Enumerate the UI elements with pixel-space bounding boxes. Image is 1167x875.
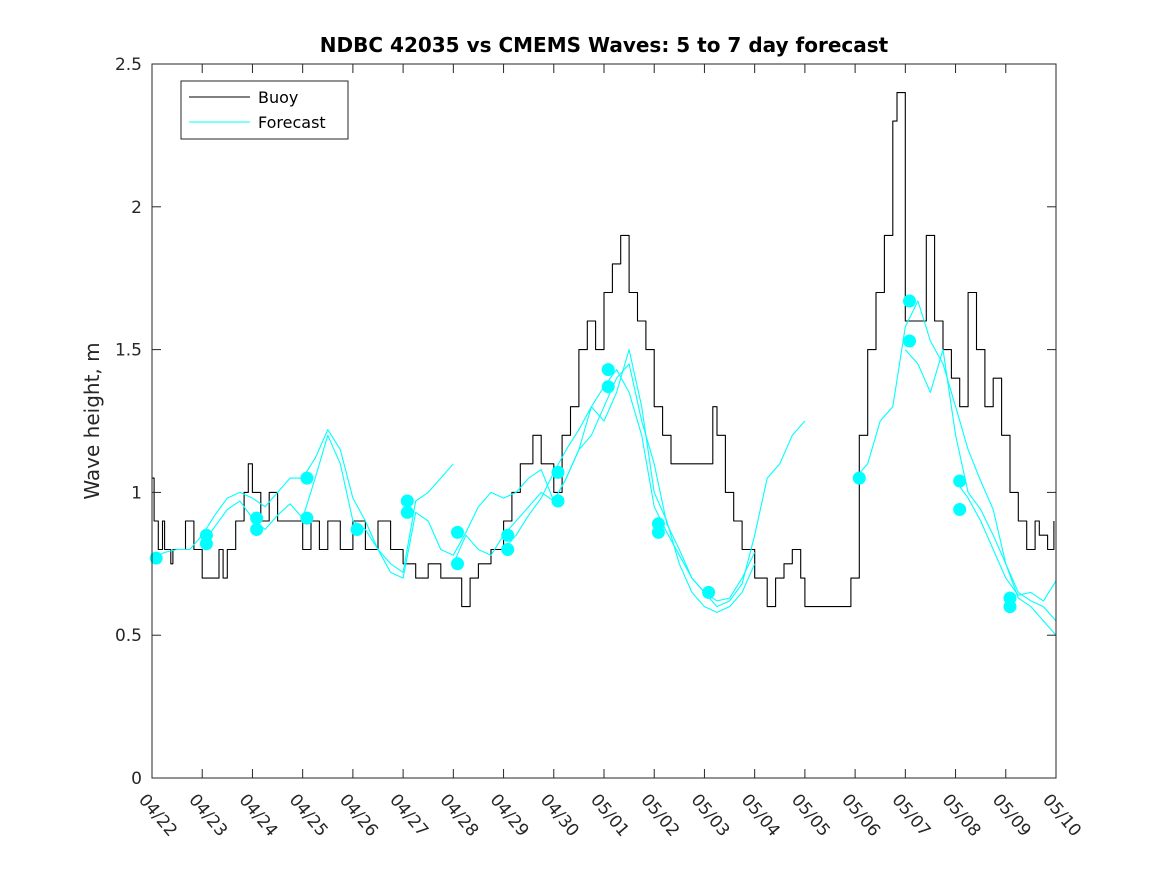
forecast-marker-12 (501, 528, 515, 542)
x-tick-label-5: 04/27 (385, 790, 432, 840)
legend: Buoy Forecast (180, 80, 349, 140)
x-tick-label-6: 04/28 (436, 790, 483, 840)
y-tick-label-5: 2.5 (115, 55, 142, 75)
y-tick-label-4: 2 (131, 198, 142, 218)
x-tick-label-0: 04/22 (134, 790, 181, 840)
x-tick-label-16: 05/08 (938, 790, 985, 840)
forecast-marker-3 (250, 511, 264, 525)
forecast-marker-2 (199, 537, 213, 551)
forecast-marker-25 (953, 503, 967, 516)
x-tick-label-2: 04/24 (235, 790, 282, 840)
x-tick-label-1: 04/23 (184, 790, 231, 840)
forecast-marker-16 (601, 363, 615, 377)
x-tick-label-15: 05/07 (888, 790, 935, 840)
forecast-marker-17 (601, 380, 615, 394)
y-tick-label-1: 0.5 (115, 626, 142, 646)
forecast-marker-9 (400, 505, 414, 519)
x-tick-label-8: 04/30 (536, 790, 583, 840)
marker-layer (149, 294, 1017, 614)
x-tick-label-3: 04/25 (285, 790, 332, 840)
forecast-marker-20 (702, 585, 716, 599)
forecast-marker-0 (149, 551, 163, 565)
y-axis-label: Wave height, m (80, 342, 104, 499)
legend-box (180, 80, 349, 140)
x-tick-label-12: 05/04 (737, 790, 784, 840)
forecast-series-line-6 (904, 349, 1057, 622)
forecast-marker-23 (903, 334, 916, 348)
forecast-marker-19 (651, 525, 665, 539)
forecast-series-line-3 (452, 363, 806, 608)
y-tick-label-2: 1 (131, 483, 142, 503)
forecast-marker-6 (300, 511, 314, 525)
buoy-series-line (152, 92, 1055, 608)
forecast-marker-7 (350, 523, 364, 536)
y-tick-label-0: 0 (131, 769, 142, 789)
x-tick-label-4: 04/26 (335, 790, 382, 840)
x-tick-label-9: 05/01 (586, 790, 633, 840)
forecast-marker-14 (551, 465, 565, 479)
x-tick-label-11: 05/03 (687, 790, 734, 840)
forecast-marker-27 (1003, 600, 1017, 614)
x-tick-label-18: 05/10 (1038, 790, 1085, 840)
forecast-series-line-5 (854, 300, 1057, 636)
chart-title: NDBC 42035 vs CMEMS Waves: 5 to 7 day fo… (320, 33, 889, 57)
y-tick-label-3: 1.5 (115, 341, 142, 361)
legend-buoy-label: Buoy (258, 88, 298, 107)
forecast-marker-24 (953, 474, 967, 488)
forecast-series-line-7 (955, 480, 1057, 602)
x-tick-label-14: 05/06 (837, 790, 884, 840)
forecast-marker-11 (451, 557, 464, 571)
forecast-marker-10 (451, 525, 464, 539)
forecast-marker-22 (903, 294, 916, 308)
forecast-marker-21 (852, 471, 866, 485)
forecast-marker-8 (400, 494, 414, 508)
forecast-series-line-4 (503, 349, 756, 613)
legend-forecast-label: Forecast (258, 113, 326, 132)
x-tick-label-17: 05/09 (988, 790, 1035, 840)
forecast-marker-4 (250, 523, 264, 536)
x-tick-label-10: 05/02 (636, 790, 683, 840)
forecast-marker-15 (551, 494, 565, 508)
forecast-marker-5 (300, 471, 314, 485)
x-tick-label-7: 04/29 (486, 790, 533, 840)
forecast-marker-13 (501, 543, 515, 556)
x-tick-label-13: 05/05 (787, 790, 834, 840)
